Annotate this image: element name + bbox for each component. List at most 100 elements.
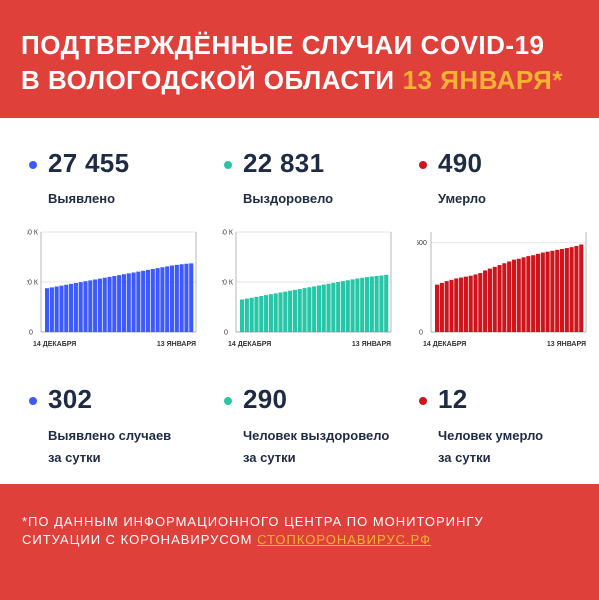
chart-bar: [88, 280, 93, 332]
chart-bar: [45, 288, 50, 332]
chart-bar: [288, 290, 293, 332]
chart-bar: [283, 291, 288, 332]
chart-bar: [102, 277, 107, 332]
chart-bar: [78, 282, 83, 332]
chart-bar: [307, 287, 312, 332]
daily-detected-value: 302: [48, 384, 93, 414]
chart-bar: [521, 257, 526, 332]
chart-bar: [240, 299, 245, 332]
chart-bar: [507, 261, 512, 332]
chart-bar: [449, 279, 454, 332]
chart-bar: [511, 259, 517, 332]
chart-bar: [569, 247, 574, 332]
chart-bar: [83, 281, 88, 332]
chart-bar: [459, 277, 464, 332]
chart-bar: [107, 276, 112, 332]
deaths-chart: 0 500 14 ДЕКАБРЯ 13 ЯНВАРЯ: [417, 222, 587, 357]
chart-bar: [564, 248, 569, 332]
chart-bar: [468, 275, 473, 332]
y-tick-label: 20 К: [222, 280, 234, 287]
chart-bar: [350, 279, 355, 332]
stats-card: 27 455 Выявлено 0 20 К 40 К 14 ДЕКАБРЯ 13 ЯН…: [0, 118, 599, 484]
chart-bar: [155, 268, 160, 332]
chart-bar: [316, 285, 322, 332]
chart-bar: [179, 264, 184, 332]
daily-detected-label-line2: за сутки: [48, 450, 101, 465]
chart-bar: [126, 273, 131, 332]
chart-bar: [340, 281, 346, 332]
chart-bar: [336, 282, 341, 332]
chart-bar: [483, 270, 488, 332]
chart-bar: [302, 288, 307, 332]
chart-bar: [345, 280, 350, 332]
chart-bar: [141, 270, 146, 332]
daily-deaths-label-line2: за сутки: [438, 450, 491, 465]
chart-bar: [189, 263, 194, 332]
chart-bar: [574, 245, 579, 332]
chart-bar: [360, 277, 365, 332]
chart-bar: [254, 296, 259, 332]
chart-bar: [545, 251, 550, 332]
chart-bar: [131, 272, 136, 332]
chart-bar: [487, 268, 492, 332]
x-end-label: 13 ЯНВАРЯ: [157, 341, 196, 348]
page-title-line2: В ВОЛОГОДСКОЙ ОБЛАСТИ 13 ЯНВАРЯ*: [21, 65, 563, 96]
x-end-label: 13 ЯНВАРЯ: [352, 341, 391, 348]
page-title-line1: ПОДТВЕРЖДЁННЫЕ СЛУЧАИ COVID-19: [21, 30, 545, 60]
daily-deaths-value: 12: [438, 384, 468, 414]
chart-bar: [249, 297, 254, 332]
chart-bar: [64, 284, 69, 332]
red-dot-icon: [419, 397, 427, 405]
chart-bar: [531, 255, 536, 332]
y-tick-label: 40 К: [222, 230, 234, 237]
chart-bar: [379, 275, 384, 332]
chart-bar: [73, 283, 78, 332]
x-start-label: 14 ДЕКАБРЯ: [33, 341, 76, 348]
chart-bar: [69, 283, 74, 332]
chart-bar: [516, 258, 521, 332]
chart-bar: [169, 265, 175, 332]
daily-recovered-label: Человек выздоровело за сутки: [243, 425, 403, 469]
header: ПОДТВЕРЖДЁННЫЕ СЛУЧАИ COVID-19 В ВОЛОГОД…: [0, 0, 599, 118]
chart-bar: [59, 285, 64, 332]
chart-bar: [165, 266, 170, 332]
daily-recovered-label-line2: за сутки: [243, 450, 296, 465]
x-start-label: 14 ДЕКАБРЯ: [228, 341, 271, 348]
source-link[interactable]: СТОПКОРОНАВИРУС.РФ: [257, 532, 431, 547]
chart-bar: [331, 282, 336, 332]
green-dot-icon: [224, 397, 232, 405]
stat-column-recovered: 22 831 Выздоровело 0 20 К 40 К 14 ДЕКАБРЯ 13…: [222, 118, 412, 484]
chart-bar: [364, 277, 370, 332]
chart-bar: [54, 286, 59, 332]
daily-deaths-label-line1: Человек умерло: [438, 428, 544, 443]
y-tick-label: 20 К: [27, 280, 39, 287]
chart-bar: [145, 269, 151, 332]
chart-bar: [49, 287, 54, 332]
chart-bar: [174, 264, 179, 332]
stat-column-deaths: 490 Умерло 0 500 14 ДЕКАБРЯ 13 ЯНВАРЯ 12 Че…: [417, 118, 599, 484]
daily-detected-label: Выявлено случаев за сутки: [48, 425, 208, 469]
page-title-region: В ВОЛОГОДСКОЙ ОБЛАСТИ: [21, 65, 395, 95]
x-end-label: 13 ЯНВАРЯ: [547, 341, 586, 348]
chart-bar: [526, 256, 531, 332]
chart-bar: [160, 267, 165, 332]
total-deaths-value: 490: [438, 148, 483, 178]
deaths-chart-svg: 0 500 14 ДЕКАБРЯ 13 ЯНВАРЯ: [417, 232, 587, 348]
chart-bar: [184, 263, 189, 332]
chart-bar: [550, 250, 555, 332]
chart-bar: [297, 289, 302, 332]
y-tick-label: 40 К: [27, 230, 39, 237]
chart-bar: [374, 276, 379, 332]
y-tick-label: 0: [224, 330, 228, 337]
blue-dot-icon: [29, 397, 37, 405]
chart-bar: [264, 295, 269, 332]
total-recovered-value: 22 831: [243, 148, 325, 178]
chart-bar: [150, 269, 155, 332]
chart-bar: [97, 278, 102, 332]
chart-bar: [384, 274, 389, 332]
chart-bar: [292, 289, 297, 332]
footnote-line2: СИТУАЦИИ С КОРОНАВИРУСОМ СТОПКОРОНАВИРУС…: [22, 532, 431, 547]
chart-bar: [321, 284, 326, 332]
page-title-date: 13 ЯНВАРЯ*: [402, 65, 563, 95]
y-tick-label: 0: [29, 330, 33, 337]
